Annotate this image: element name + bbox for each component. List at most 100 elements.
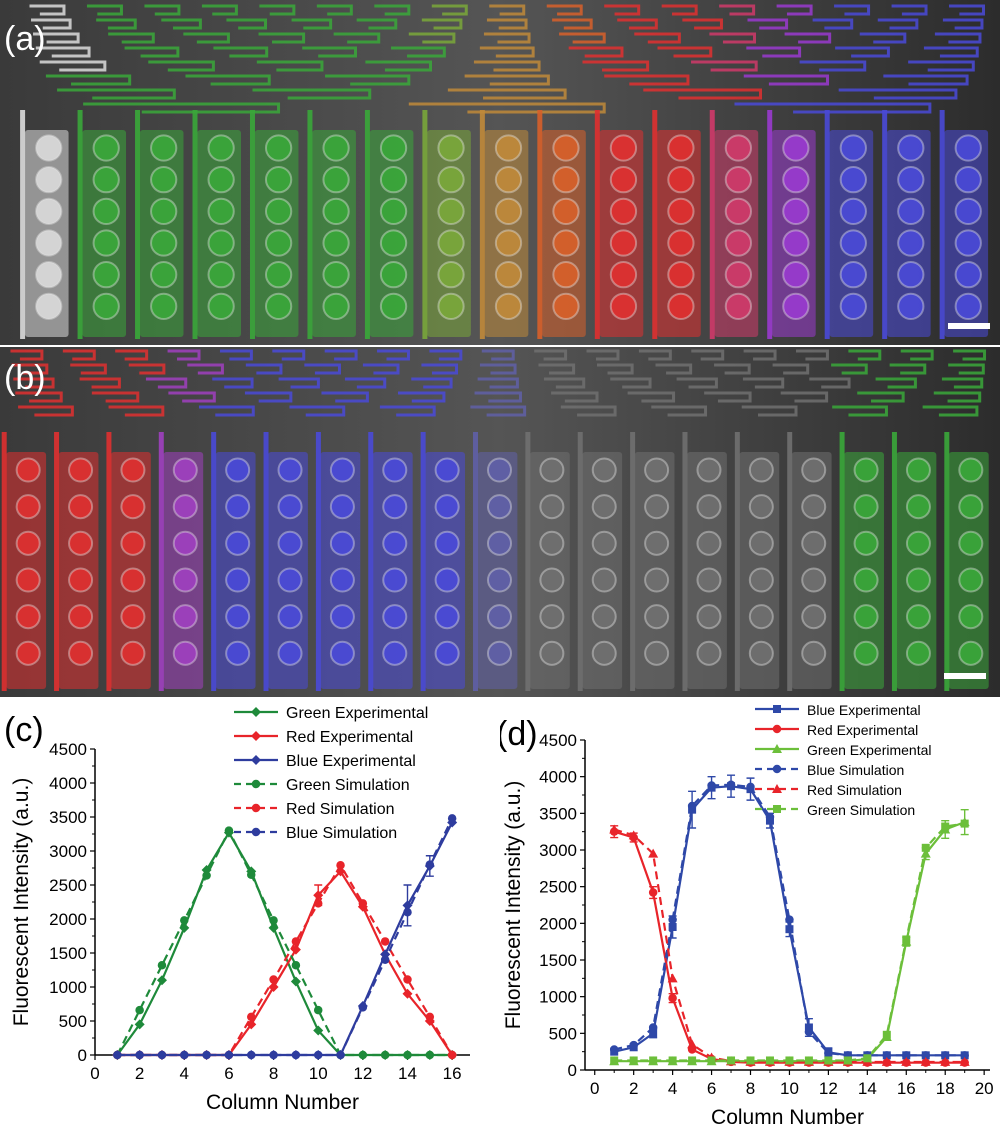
trap-chamber (120, 640, 146, 666)
trap-chamber (207, 261, 235, 289)
trap-chamber (494, 229, 523, 257)
trap-chamber (905, 567, 931, 593)
trap-chamber (486, 604, 513, 630)
channel-segment (776, 4, 813, 16)
channel-segment (676, 377, 718, 389)
channel-segment (302, 46, 358, 58)
data-point (313, 1025, 324, 1036)
trap-chamber (591, 640, 617, 666)
channel-segment (719, 4, 756, 16)
trap-chamber (801, 457, 827, 483)
trap-chamber (15, 640, 41, 666)
channel-segment (610, 377, 652, 389)
trap-chamber (782, 261, 810, 289)
series-red-experimental (609, 825, 969, 1067)
channel-segment (923, 46, 979, 58)
channel-segment (213, 46, 269, 58)
trap-chamber (958, 604, 984, 630)
trap-chamber (382, 640, 408, 666)
data-point (648, 848, 659, 858)
channel-segment (857, 391, 905, 403)
data-point (940, 1051, 950, 1060)
data-point (447, 1050, 457, 1060)
y-tick-label: 2000 (49, 910, 87, 929)
trap-chamber (609, 261, 638, 289)
trap-chamber (277, 567, 303, 593)
channel-segment (291, 18, 333, 30)
legend-marker (773, 705, 781, 713)
legend-item: Green Simulation (234, 777, 410, 794)
channel-segment (148, 60, 215, 72)
chamber-column (106, 432, 151, 691)
channel-segment (838, 88, 958, 100)
data-point (940, 1056, 951, 1066)
channel-segment (900, 349, 934, 361)
legend-item: Red Simulation (755, 782, 902, 798)
channel-segment (108, 32, 155, 44)
data-point (135, 1005, 144, 1015)
data-point (180, 916, 189, 925)
trap-chamber (748, 530, 774, 556)
channel-segment (538, 363, 576, 375)
trap-chamber (801, 530, 827, 556)
chart-panel-d: 0 500 1000 1500 2000 2500 3000 3500 4000 4500 0 2 4 6… (500, 697, 1000, 1131)
trap-chamber (905, 494, 931, 520)
channel-segment (551, 391, 599, 403)
trap-chamber (35, 197, 63, 225)
data-point (785, 925, 794, 934)
trap-chamber (644, 567, 670, 593)
y-tick-label: 4000 (49, 774, 87, 793)
channel-segment (31, 18, 72, 30)
trap-chamber (382, 530, 408, 556)
channel-segment (79, 377, 121, 389)
data-point (291, 960, 301, 970)
x-tick-label: 6 (224, 1064, 233, 1083)
trap-chamber (748, 494, 774, 520)
data-point (941, 822, 950, 831)
trap-chamber (225, 640, 251, 666)
legend-item: Blue Simulation (755, 762, 904, 778)
data-point (247, 1050, 256, 1060)
data-point (648, 1023, 658, 1032)
data-point (746, 1056, 755, 1065)
channel-segment (185, 74, 271, 86)
data-point (425, 1050, 435, 1060)
channel-segment (289, 405, 346, 417)
channel-segment (259, 4, 296, 16)
legend-item: Red Simulation (234, 801, 395, 818)
series-line (116, 828, 453, 1057)
legend-item: Blue Experimental (755, 702, 921, 718)
trap-chamber (897, 292, 925, 320)
trap-chamber (207, 166, 235, 194)
trap-chamber (839, 261, 867, 289)
trap-chamber (853, 604, 879, 630)
y-tick-label: 2000 (539, 914, 577, 933)
trap-chamber (379, 197, 408, 225)
data-point (224, 1050, 234, 1060)
trap-chamber (954, 197, 982, 225)
channel-segment (431, 4, 468, 16)
trap-chamber (264, 134, 293, 162)
trap-chamber (68, 640, 94, 666)
channel-segment (746, 46, 802, 58)
trap-chamber (897, 197, 925, 225)
trap-chamber (172, 604, 198, 630)
legend-item: Blue Simulation (234, 825, 397, 842)
trap-chamber (150, 166, 178, 194)
trap-chamber (172, 457, 198, 483)
trap-chamber (92, 197, 120, 225)
y-tick-label: 4500 (49, 740, 87, 759)
trap-chamber (225, 457, 251, 483)
trap-chamber (277, 604, 303, 630)
trap-chamber (486, 567, 513, 593)
channel-segment (848, 349, 882, 361)
legend-item: Green Experimental (755, 742, 932, 758)
data-point (157, 960, 167, 970)
channel-segment (479, 363, 517, 375)
trap-chamber (748, 567, 774, 593)
channel-segment (408, 32, 456, 44)
y-tick-label: 0 (568, 1061, 577, 1080)
panel-label-d: (d) (500, 715, 538, 753)
y-tick-label: 2500 (539, 878, 577, 897)
trap-chamber (225, 567, 251, 593)
